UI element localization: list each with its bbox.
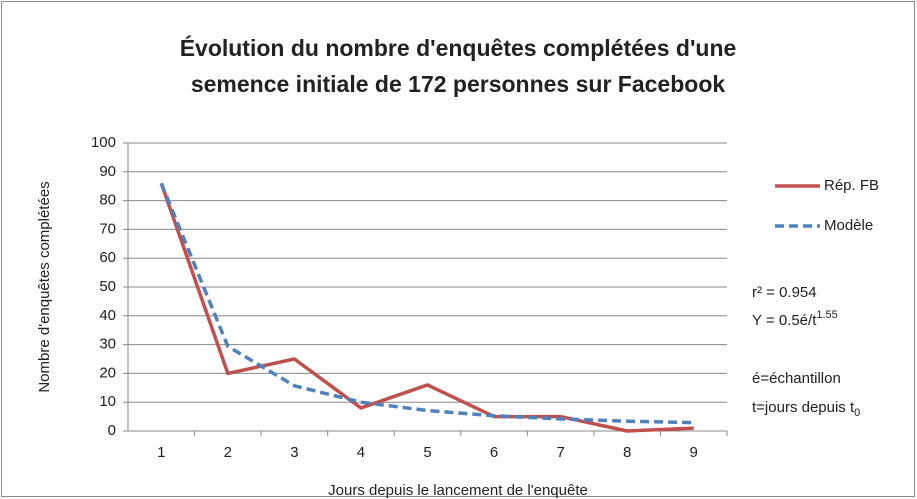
y-axis-label: Nombre d'enquêtes complétées bbox=[36, 181, 53, 392]
annotation: t=jours depuis t0 bbox=[752, 399, 860, 419]
x-tick-label: 3 bbox=[290, 444, 298, 461]
x-axis-label: Jours depuis le lancement de l'enquête bbox=[328, 482, 588, 499]
y-tick-label: 60 bbox=[99, 249, 116, 266]
annotation-text: é=échantillon bbox=[752, 370, 841, 387]
annotation-text: r² = 0.954 bbox=[752, 284, 817, 301]
x-tick-label: 5 bbox=[423, 444, 431, 461]
y-tick-label: 0 bbox=[108, 422, 116, 439]
annotation-sup: 1.55 bbox=[816, 309, 837, 321]
x-tick-label: 1 bbox=[157, 444, 165, 461]
annotation-text: t=jours depuis t bbox=[752, 399, 855, 416]
x-tick-label: 4 bbox=[357, 444, 365, 461]
y-tick-label: 30 bbox=[99, 336, 116, 353]
annotation: r² = 0.954 bbox=[752, 284, 817, 301]
legend-label: Modèle bbox=[824, 217, 873, 234]
x-tick-label: 8 bbox=[623, 444, 631, 461]
y-tick-label: 70 bbox=[99, 220, 116, 237]
series-line bbox=[159, 182, 694, 433]
y-tick-label: 40 bbox=[99, 307, 116, 324]
y-tick-label: 20 bbox=[99, 364, 116, 381]
annotation: é=échantillon bbox=[752, 370, 841, 387]
x-tick-label: 9 bbox=[690, 444, 698, 461]
y-tick-label: 10 bbox=[99, 393, 116, 410]
legend-label: Rép. FB bbox=[824, 177, 879, 194]
x-tick-label: 6 bbox=[490, 444, 498, 461]
y-tick-label: 90 bbox=[99, 163, 116, 180]
series-line bbox=[159, 182, 694, 425]
annotation-sub: 0 bbox=[854, 407, 860, 419]
chart-title: semence initiale de 172 personnes sur Fa… bbox=[191, 71, 726, 97]
y-tick-label: 50 bbox=[99, 278, 116, 295]
y-tick-label: 80 bbox=[99, 192, 116, 209]
annotation: Y = 0.5é/t1.55 bbox=[752, 309, 838, 329]
annotation-text: Y = 0.5é/t bbox=[752, 312, 817, 329]
y-tick-label: 100 bbox=[91, 134, 116, 151]
x-tick-label: 7 bbox=[556, 444, 564, 461]
chart-title: Évolution du nombre d'enquêtes complétée… bbox=[180, 34, 737, 61]
x-tick-label: 2 bbox=[224, 444, 232, 461]
